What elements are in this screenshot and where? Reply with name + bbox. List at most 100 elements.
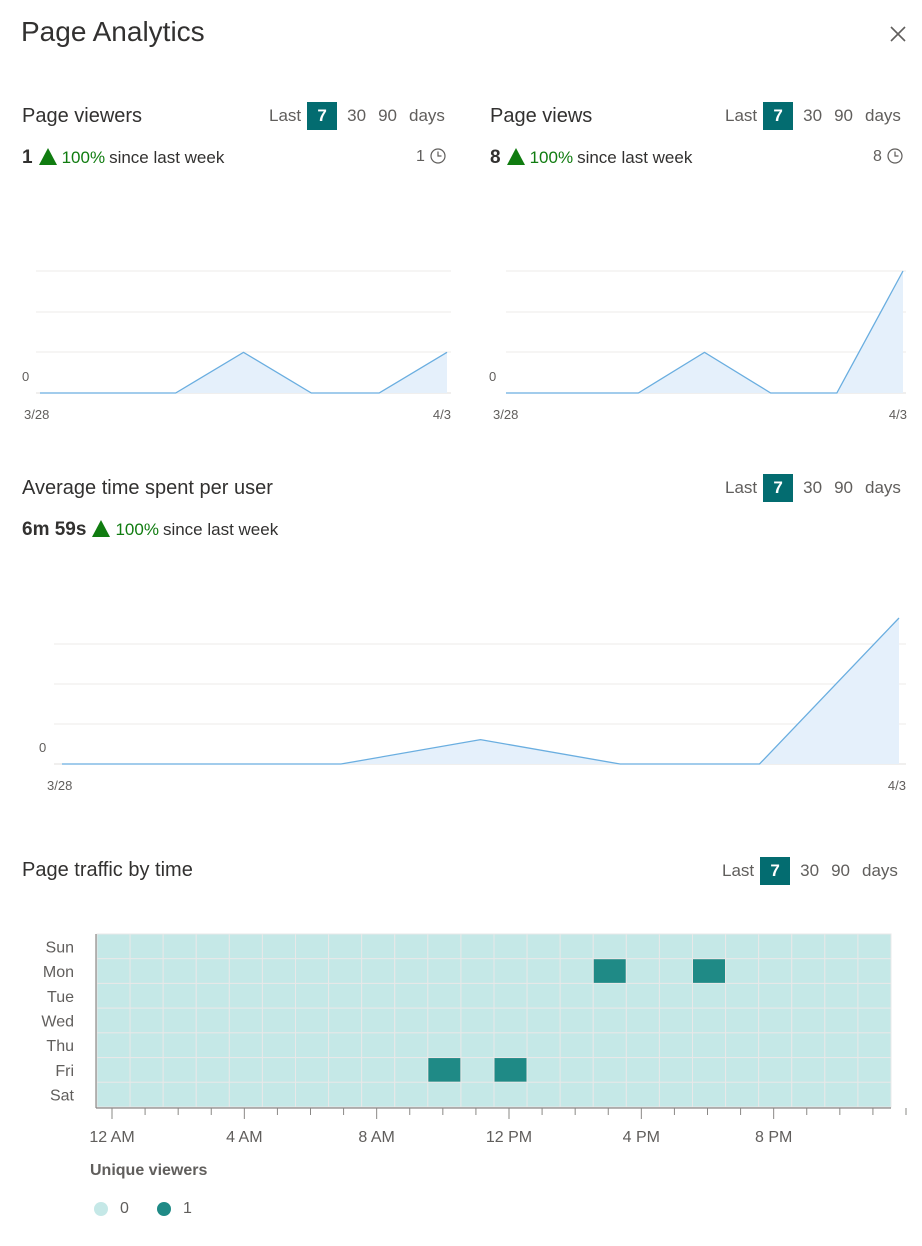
- heatmap-cell: [526, 1057, 561, 1083]
- heatmap-cell: [162, 1057, 197, 1083]
- heatmap-cell: [526, 1032, 561, 1059]
- heatmap-cell: [129, 982, 164, 1009]
- range-option-90[interactable]: 90: [834, 106, 853, 125]
- heatmap-cell: [559, 958, 594, 984]
- heatmap-cell: [791, 933, 826, 960]
- heatmap-cell: [228, 1057, 263, 1083]
- range-last-label: Last: [725, 478, 758, 497]
- heatmap-cell: [493, 982, 528, 1009]
- heatmap-cell: [295, 1007, 330, 1034]
- range-option-90[interactable]: 90: [378, 106, 397, 125]
- heatmap-cell: [427, 982, 462, 1009]
- metric-pct: 100%: [61, 148, 106, 167]
- heatmap-cell: [129, 933, 164, 960]
- heatmap-cell: [658, 1007, 694, 1034]
- heatmap-row-label: Tue: [47, 989, 74, 1006]
- traffic-range-selector: Last 7 30 90 days: [722, 857, 898, 885]
- heatmap-cell: [228, 1007, 263, 1034]
- range-option-30[interactable]: 30: [803, 478, 823, 497]
- heatmap-cell: [96, 1081, 131, 1108]
- x-tick-label: 3/28: [493, 407, 518, 422]
- range-option-7[interactable]: 7: [307, 102, 338, 130]
- heatmap-cell: [394, 958, 429, 984]
- heatmap-cell: [692, 1057, 727, 1083]
- viewers-range-selector: Last 7 30 90 days: [269, 102, 445, 130]
- range-option-90[interactable]: 90: [831, 861, 850, 880]
- heatmap-cell: [725, 1032, 760, 1059]
- heatmap-cell: [427, 958, 462, 984]
- range-option-30[interactable]: 30: [800, 861, 820, 880]
- heatmap-cell: [725, 1081, 760, 1108]
- x-tick-label: 12 AM: [89, 1129, 134, 1146]
- heatmap-cell: [824, 958, 859, 984]
- range-option-7[interactable]: 7: [763, 102, 794, 130]
- range-option-7[interactable]: 7: [760, 857, 791, 885]
- heatmap-cell: [692, 1007, 727, 1034]
- heatmap-cell: [129, 1007, 164, 1034]
- heatmap-cell: [96, 958, 131, 984]
- heatmap-cell: [758, 1081, 793, 1108]
- heatmap-cell: [261, 933, 296, 960]
- heatmap-cell: [625, 982, 660, 1009]
- heatmap-cell: [295, 1032, 330, 1059]
- heatmap-cell: [526, 982, 561, 1009]
- range-days-label: days: [864, 478, 901, 497]
- x-tick-label: 4 AM: [226, 1129, 262, 1146]
- heatmap-cell: [394, 1032, 429, 1059]
- heatmap-cell: [658, 1032, 694, 1059]
- y-tick-label: 0: [22, 369, 29, 384]
- traffic-title: Page traffic by time: [22, 859, 193, 881]
- heatmap-cell: [295, 933, 330, 960]
- range-last-label: Last: [725, 106, 758, 125]
- heatmap-cell: [195, 1007, 230, 1034]
- x-tick-label: 12 PM: [486, 1129, 532, 1146]
- heatmap-cell: [394, 1081, 429, 1108]
- heatmap-cell: [328, 958, 363, 984]
- metric-pct: 100%: [529, 148, 574, 167]
- series-area: [62, 618, 899, 764]
- heatmap-cell: [394, 982, 429, 1009]
- heatmap-cell: [195, 1081, 230, 1108]
- count-value: 8: [873, 148, 882, 165]
- trend-up-icon: [38, 148, 57, 165]
- heatmap-cell: [162, 1081, 197, 1108]
- count-value: 1: [416, 148, 425, 165]
- legend-item-1: 1: [157, 1200, 192, 1218]
- heatmap-cell: [261, 958, 296, 984]
- heatmap-cell: [493, 958, 528, 984]
- heatmap-cell: [361, 1081, 396, 1108]
- heatmap-cell: [559, 1007, 594, 1034]
- heatmap-cell: [526, 1007, 561, 1034]
- range-option-30[interactable]: 30: [347, 106, 367, 125]
- heatmap-row-label: Sun: [46, 939, 74, 956]
- heatmap-cell: [592, 1032, 627, 1059]
- heatmap-cell: [361, 958, 396, 984]
- heatmap-cell: [658, 1057, 694, 1083]
- heatmap-cell: [824, 1032, 859, 1059]
- avg-time-metric: 6m 59s 100% since last week: [22, 519, 278, 541]
- range-last-label: Last: [269, 106, 302, 125]
- range-option-30[interactable]: 30: [803, 106, 823, 125]
- heatmap-cell: [824, 1057, 859, 1083]
- heatmap-cell: [493, 1057, 528, 1083]
- x-tick-label: 3/28: [24, 407, 49, 422]
- heatmap-cell: [460, 933, 495, 960]
- heatmap-cell: [559, 1057, 594, 1083]
- heatmap-cell: [361, 1032, 396, 1059]
- range-option-90[interactable]: 90: [834, 478, 853, 497]
- heatmap-row-label: Sat: [50, 1088, 75, 1105]
- heatmap-cell: [725, 958, 760, 984]
- heatmap-cell: [692, 933, 727, 960]
- range-option-7[interactable]: 7: [763, 474, 794, 502]
- heatmap-cell: [129, 958, 164, 984]
- heatmap-cell: [427, 1007, 462, 1034]
- heatmap-cell: [427, 1032, 462, 1059]
- close-icon[interactable]: [888, 24, 908, 44]
- heatmap-cell: [592, 1081, 627, 1108]
- views-chart: 0 3/28 4/3: [489, 270, 907, 422]
- heatmap-cell: [261, 1032, 296, 1059]
- heatmap-cell: [328, 982, 363, 1009]
- y-tick-label: 0: [489, 369, 496, 384]
- heatmap-cell: [824, 1007, 859, 1034]
- heatmap-cell: [394, 933, 429, 960]
